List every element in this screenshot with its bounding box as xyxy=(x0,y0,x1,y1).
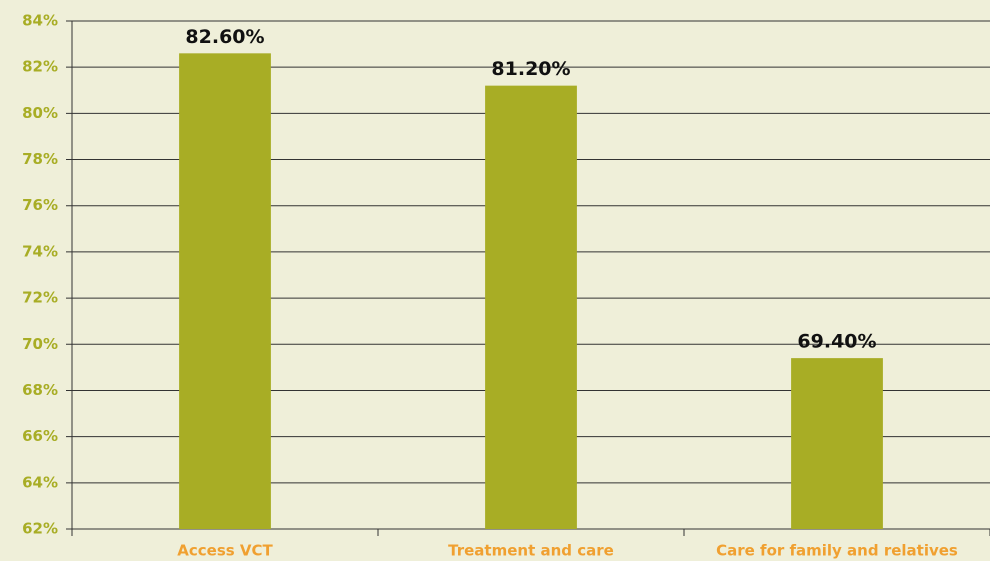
y-tick-label: 78% xyxy=(22,150,58,168)
value-label: 69.40% xyxy=(797,331,876,353)
x-tick-label: Treatment and care xyxy=(448,542,614,560)
y-tick-label: 68% xyxy=(22,381,58,399)
y-tick-label: 62% xyxy=(22,520,58,538)
y-tick-label: 80% xyxy=(22,104,58,122)
y-tick-label: 76% xyxy=(22,196,58,214)
y-tick-label: 70% xyxy=(22,335,58,353)
y-tick-label: 72% xyxy=(22,289,58,307)
x-tick-label: Care for family and relatives xyxy=(716,542,958,560)
bar xyxy=(791,358,883,529)
y-tick-label: 82% xyxy=(22,58,58,76)
y-tick-label: 66% xyxy=(22,427,58,445)
y-tick-label: 84% xyxy=(22,12,58,30)
bar xyxy=(485,85,577,530)
bar xyxy=(179,53,271,530)
y-tick-label: 74% xyxy=(22,242,58,260)
value-label: 81.20% xyxy=(491,58,570,80)
x-tick-label: Access VCT xyxy=(177,542,273,560)
y-tick-label: 64% xyxy=(22,473,58,491)
value-label: 82.60% xyxy=(185,26,264,48)
